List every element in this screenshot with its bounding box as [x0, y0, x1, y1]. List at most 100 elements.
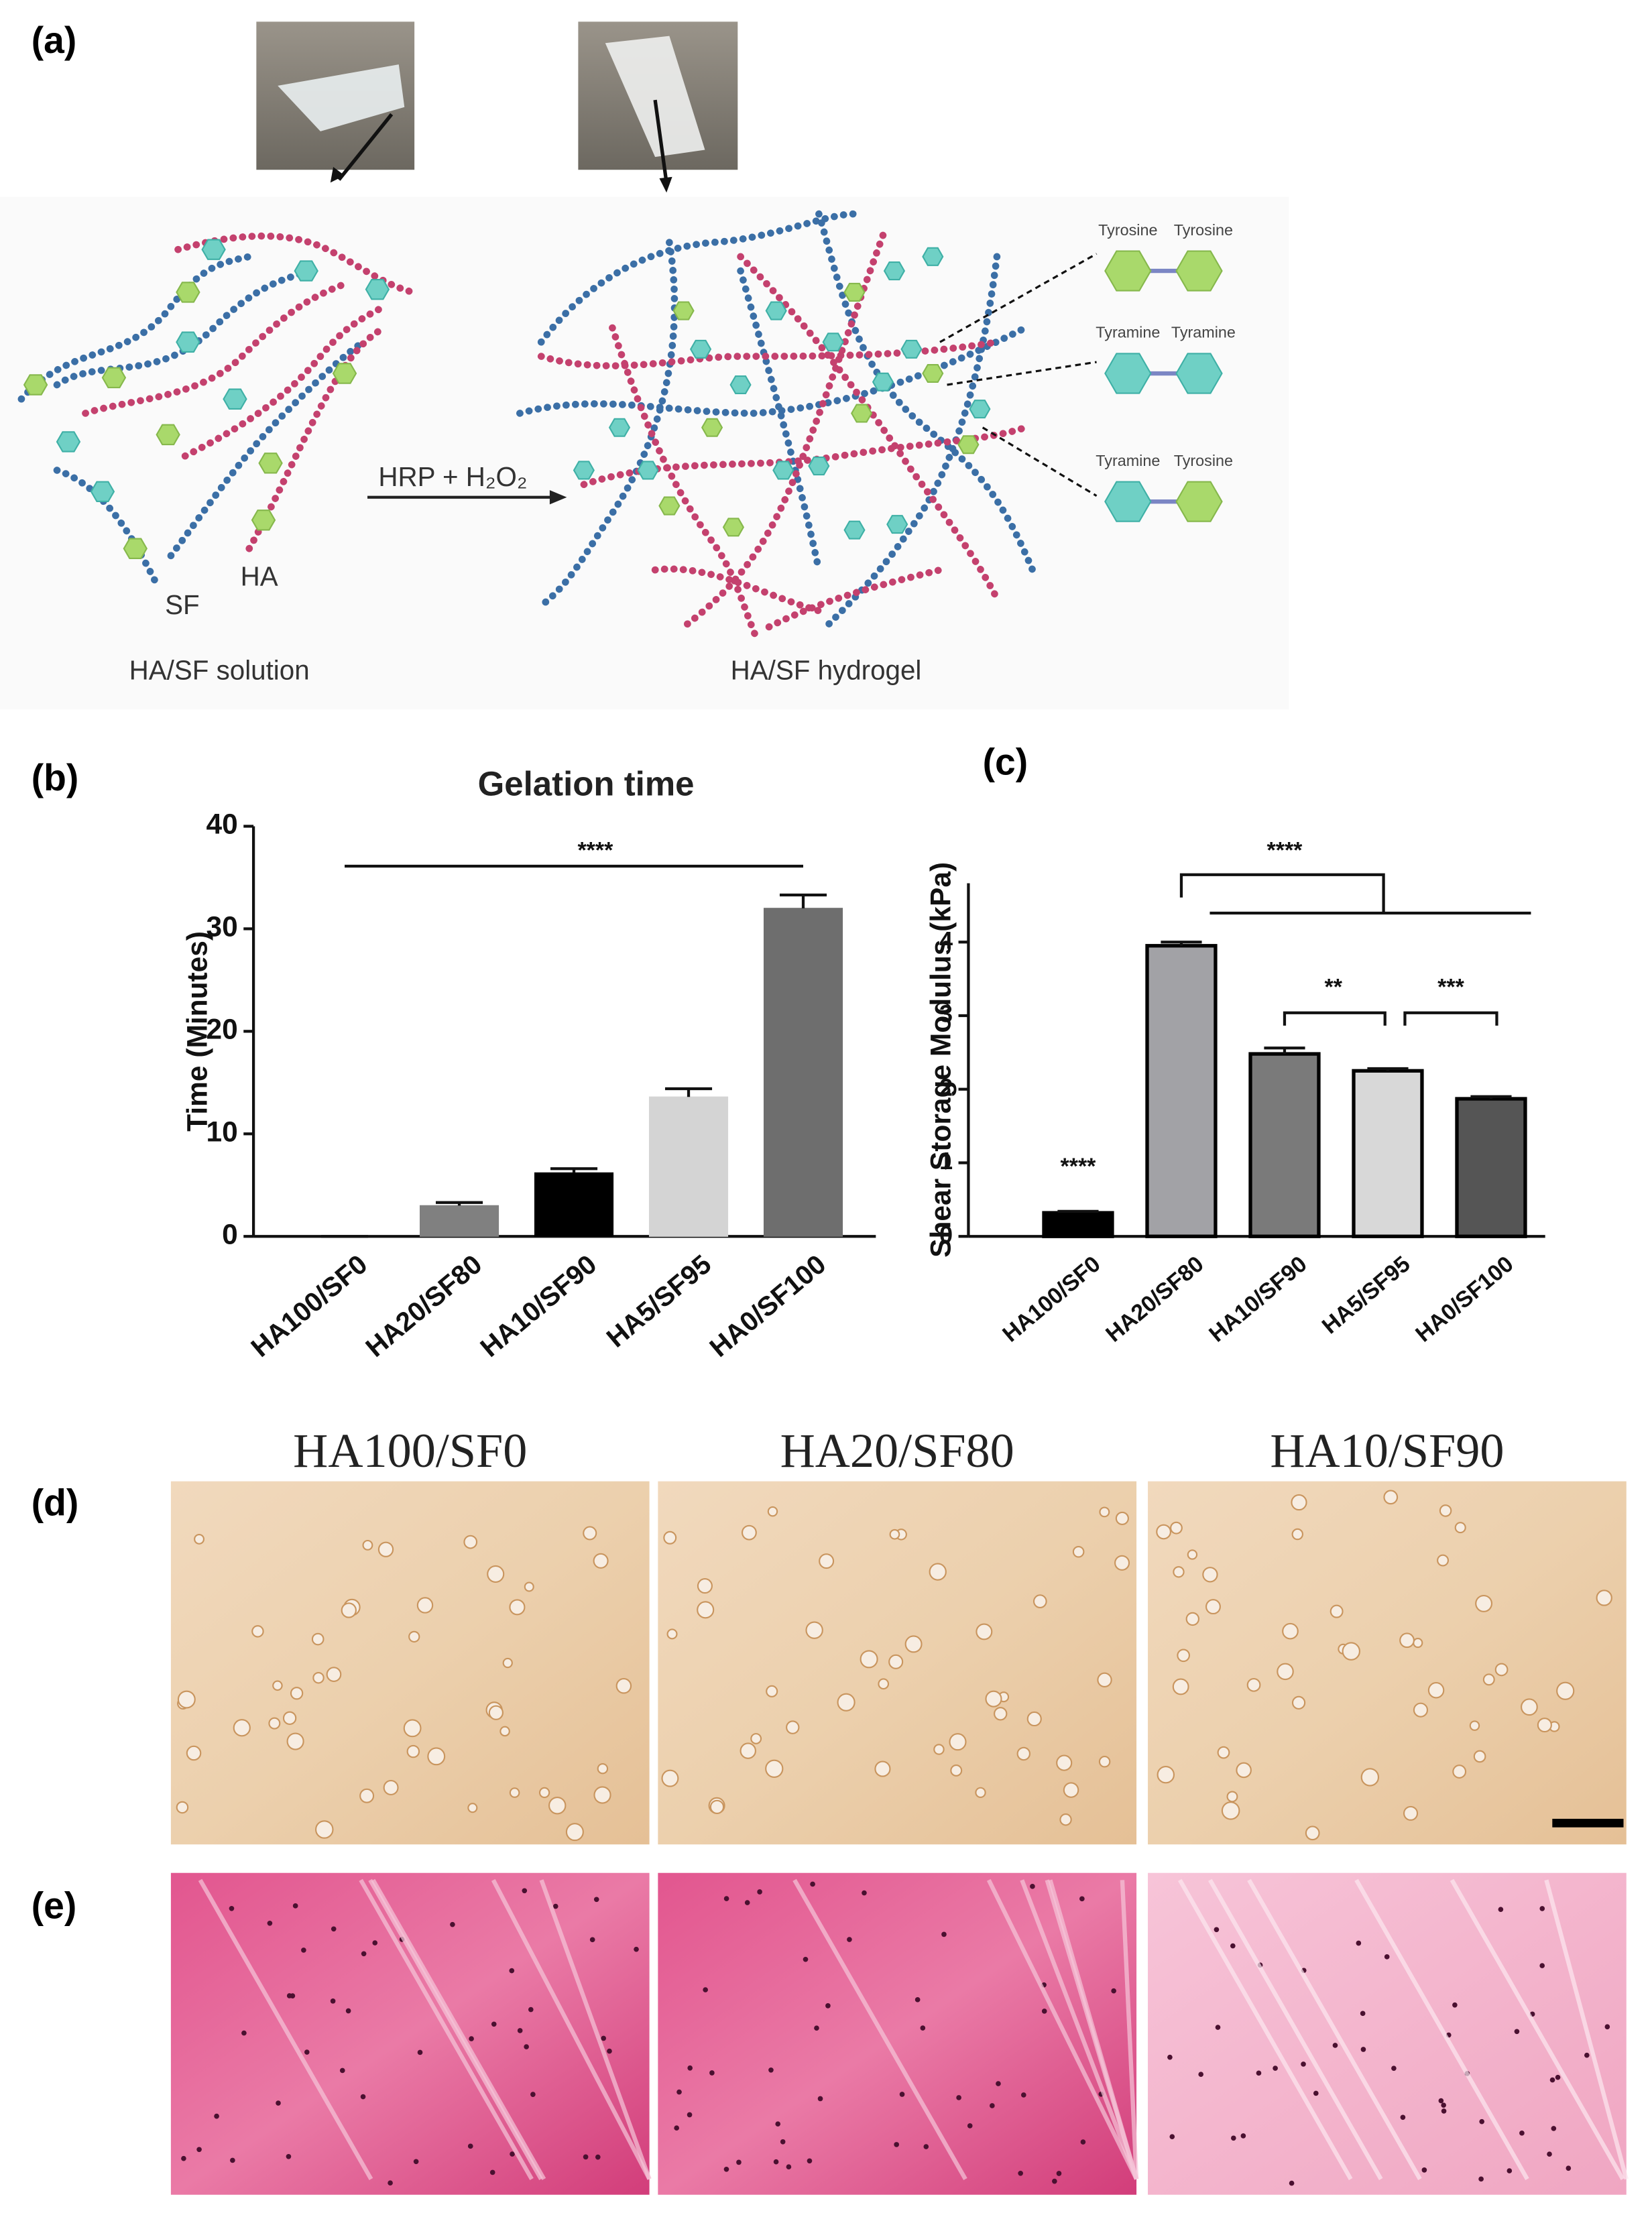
nucleus	[1111, 1988, 1116, 1994]
nucleus	[607, 2048, 612, 2054]
x-tick-label: HA5/SF95	[1317, 1251, 1415, 1339]
nucleus	[361, 1951, 367, 1957]
nucleus	[1400, 2114, 1406, 2120]
nucleus	[1198, 2072, 1204, 2078]
cell	[1236, 1762, 1252, 1779]
cell	[312, 1672, 324, 1684]
nucleus	[583, 2154, 589, 2160]
nucleus	[773, 2159, 779, 2165]
y-tick-label: 1	[939, 1147, 953, 1175]
nucleus	[1604, 2024, 1610, 2030]
cell	[1072, 1545, 1085, 1558]
cell	[874, 1760, 891, 1777]
cell	[1454, 1522, 1466, 1534]
hexagon	[573, 461, 595, 480]
nucleus	[1478, 2176, 1484, 2182]
cell	[1217, 1746, 1230, 1759]
y-axis-label: Shear Storage Modulus (kPa)	[925, 862, 957, 1258]
cell	[427, 1747, 446, 1766]
nucleus	[469, 2036, 474, 2041]
nucleus	[914, 1997, 921, 2002]
caption: HA/SF hydrogel	[731, 655, 922, 686]
hexagon	[729, 375, 752, 395]
nucleus	[1214, 1927, 1220, 1933]
nucleus	[1539, 1963, 1545, 1968]
nucleus	[1332, 2043, 1338, 2048]
polymer-chain	[651, 565, 830, 617]
x-tick-label: HA20/SF80	[1101, 1251, 1208, 1347]
fiber	[1450, 1878, 1625, 2180]
cell	[663, 1531, 677, 1545]
polymer-chain	[815, 210, 1037, 574]
fiber	[198, 1878, 373, 2180]
nucleus	[1056, 2171, 1062, 2176]
cell	[548, 1797, 567, 1815]
nucleus	[522, 1888, 528, 1894]
nucleus	[1452, 2002, 1458, 2008]
cell	[1187, 1549, 1198, 1560]
nucleus	[1301, 2061, 1306, 2067]
error-bar	[1057, 1209, 1099, 1213]
cell	[805, 1621, 823, 1639]
cell	[740, 1742, 756, 1759]
cell	[251, 1625, 264, 1638]
nucleus	[331, 1926, 337, 1932]
nucleus	[757, 1889, 762, 1895]
hexagon	[1104, 353, 1152, 394]
hexagon	[851, 404, 873, 423]
cell	[311, 1632, 324, 1646]
nucleus	[1519, 2131, 1525, 2136]
nucleus	[417, 2049, 423, 2055]
significance-bracket	[1283, 1011, 1386, 1026]
cell	[597, 1762, 609, 1775]
error-bar	[779, 893, 827, 908]
cell	[487, 1565, 505, 1583]
cell	[950, 1764, 963, 1777]
crosslink-label: Tyrosine	[1174, 221, 1233, 239]
bar	[1145, 944, 1218, 1238]
nucleus	[372, 1940, 378, 1945]
crosslink-label: Tyrosine	[1174, 452, 1233, 469]
cell	[1291, 1494, 1307, 1511]
nucleus	[1584, 2052, 1590, 2058]
polymer-chain	[181, 302, 388, 460]
bar	[1455, 1097, 1527, 1238]
nucleus	[1080, 2139, 1086, 2145]
cell	[1226, 1791, 1238, 1803]
nucleus	[552, 1903, 558, 1909]
nucleus	[1169, 2134, 1175, 2139]
nucleus	[703, 1987, 708, 1992]
cell	[1157, 1765, 1175, 1784]
cell	[1596, 1590, 1612, 1606]
fiber	[1354, 1878, 1529, 2180]
polymer-chain	[516, 324, 1029, 417]
hexagon	[223, 388, 247, 410]
cell	[741, 1524, 757, 1541]
bar	[419, 1205, 499, 1237]
nucleus	[744, 1900, 750, 1905]
y-tick-label: 40	[206, 809, 237, 841]
cell	[1032, 1594, 1047, 1609]
cell	[282, 1711, 297, 1725]
hexagon	[900, 339, 923, 359]
polymer-chain	[53, 267, 317, 389]
hexagon	[294, 260, 318, 282]
nucleus	[956, 2095, 961, 2100]
chart-title: Gelation time	[478, 764, 695, 802]
nucleus	[674, 2125, 679, 2131]
polymer-chain	[17, 253, 253, 403]
nucleus	[467, 2143, 473, 2149]
significance-label: ****	[577, 838, 613, 863]
polymer-chain	[737, 253, 1001, 602]
nucleus	[241, 2030, 247, 2036]
y-tick-label: 10	[206, 1117, 237, 1148]
cell	[1475, 1594, 1493, 1612]
cell	[538, 1787, 550, 1799]
nucleus	[814, 2025, 819, 2031]
nucleus	[1356, 1940, 1362, 1946]
hexagon	[1104, 481, 1152, 522]
hexagon	[123, 538, 148, 559]
nucleus	[1079, 1896, 1085, 1902]
nucleus	[517, 2028, 523, 2033]
nucleus	[803, 1956, 809, 1962]
